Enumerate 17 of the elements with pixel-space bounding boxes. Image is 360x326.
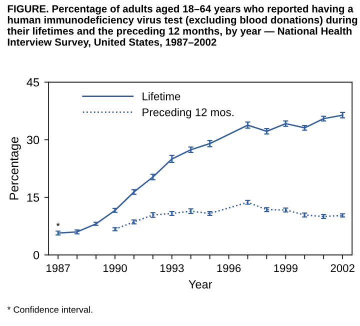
y-tick-label: 45 — [26, 78, 40, 87]
legend-label: Lifetime — [142, 92, 180, 100]
x-tick-label: 1990 — [103, 264, 127, 272]
y-axis-title: Percentage — [10, 137, 21, 200]
y-tick-label: 30 — [26, 136, 40, 144]
x-axis-title: Year — [188, 280, 212, 289]
text: * Confidence interval. — [7, 306, 92, 313]
legend-label: Preceding 12 mos. — [142, 108, 234, 118]
x-tick-label: 2002 — [330, 264, 354, 272]
x-tick-label: 1996 — [217, 264, 241, 272]
y-tick-label: 0 — [33, 250, 40, 260]
chart-title: FIGURE. Percentage of adults aged 18–64 years who reported having a human immunodeficiency virus test (excluding blood donations) during their lifetimes and the preceding 12 months, by year — National Health Interview Survey, United States, 1987–2002 — [7, 4, 358, 48]
x-tick-label: 1999 — [274, 264, 298, 272]
annotation: * — [56, 222, 60, 226]
y-tick-label: 15 — [27, 193, 40, 202]
x-tick-label: 1993 — [160, 264, 184, 272]
x-tick-label: 1987 — [46, 264, 70, 272]
